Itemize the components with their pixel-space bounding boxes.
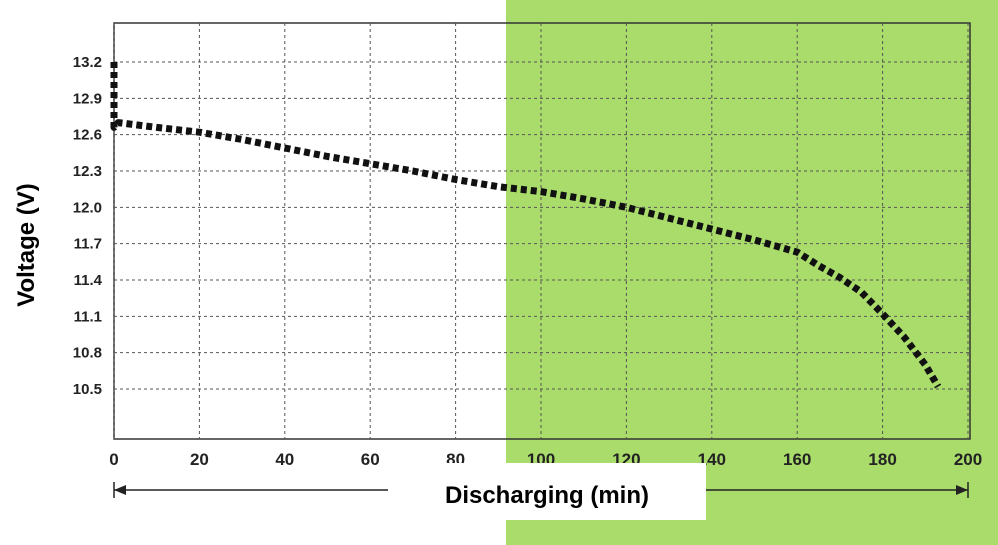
x-tick-label: 160 xyxy=(783,450,811,469)
y-tick-label: 12.0 xyxy=(73,199,102,216)
series-line xyxy=(110,62,942,389)
y-tick-label: 12.3 xyxy=(73,163,102,180)
arrowhead-right xyxy=(956,485,968,495)
y-tick-label: 11.7 xyxy=(74,236,102,253)
x-tick-label: 60 xyxy=(361,450,380,469)
y-tick-label: 13.2 xyxy=(73,54,102,71)
x-tick-label: 200 xyxy=(954,450,982,469)
x-axis-title: Discharging (min) xyxy=(445,482,649,509)
y-tick-label: 11.4 xyxy=(74,272,103,289)
y-tick-label: 12.6 xyxy=(73,127,102,144)
y-axis-ticks: 13.2 12.9 12.6 12.3 12.0 11.7 11.4 11.1 10.8 10.5 xyxy=(73,54,103,398)
x-tick-label: 180 xyxy=(868,450,896,469)
y-axis-title: Voltage (V) xyxy=(13,183,40,307)
x-tick-label: 20 xyxy=(190,450,209,469)
grid xyxy=(113,23,970,439)
series-voltage xyxy=(110,62,942,389)
y-tick-label: 10.8 xyxy=(73,345,102,362)
y-tick-label: 11.1 xyxy=(74,308,102,325)
arrowhead-left xyxy=(114,485,126,495)
highlight-region xyxy=(506,0,998,545)
y-tick-label: 12.9 xyxy=(73,90,102,107)
x-tick-label: 0 xyxy=(109,450,118,469)
x-tick-label: 40 xyxy=(275,450,294,469)
y-tick-label: 10.5 xyxy=(73,381,102,398)
plot-frame xyxy=(113,22,971,440)
x-axis-title-box xyxy=(388,463,706,520)
